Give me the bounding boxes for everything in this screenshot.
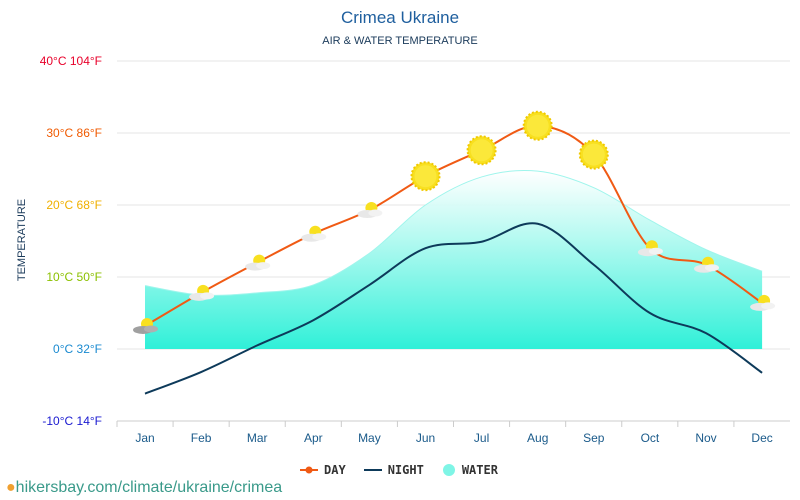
x-tick-label: Jul [474, 431, 489, 445]
x-tick-label: Feb [191, 431, 212, 445]
cloud [200, 292, 215, 300]
legend-water[interactable]: WATER [442, 463, 498, 477]
sun-icon [410, 161, 441, 192]
x-tick-label: Apr [304, 431, 323, 445]
source-link[interactable]: ●hikersbay.com/climate/ukraine/crimea [6, 479, 283, 496]
x-tick-label: Jan [135, 431, 154, 445]
cloud [761, 302, 776, 310]
chart-subtitle: AIR & WATER TEMPERATURE [322, 35, 478, 47]
cloud-sun-icon [750, 294, 776, 311]
x-tick-label: Nov [695, 431, 716, 445]
cloud [705, 264, 719, 272]
y-axis-label: TEMPERATURE [16, 199, 28, 281]
cloud-sun-icon [637, 240, 663, 257]
water-area [145, 170, 763, 349]
sun-core [582, 143, 605, 166]
water-line [144, 170, 763, 296]
y-tick-label: 40°C 104°F [40, 54, 102, 68]
y-tick-label: 30°C 86°F [46, 126, 102, 140]
cloud [368, 209, 383, 217]
sun-icon [522, 110, 553, 141]
sun-core [414, 165, 437, 188]
sun-core [470, 139, 493, 162]
x-tick-label: May [358, 431, 381, 445]
sun-icon [466, 135, 497, 166]
legend-night[interactable]: NIGHT [363, 463, 424, 477]
cloud-sun-icon [245, 254, 271, 271]
x-tick-label: Dec [751, 431, 772, 445]
cloud [144, 325, 158, 333]
cloud-sun-icon [133, 317, 158, 334]
y-tick-label: 10°C 50°F [46, 270, 102, 284]
chart-title: Crimea Ukraine [340, 8, 460, 27]
night-line [144, 222, 763, 395]
cloud-sun-icon [694, 256, 719, 273]
legend: DAY NIGHT WATER [300, 463, 498, 477]
cloud [312, 233, 327, 241]
x-tick-label: Sep [583, 431, 605, 445]
x-tick-label: Jun [416, 431, 435, 445]
cloud-sun-icon [301, 225, 327, 242]
legend-day[interactable]: DAY [300, 463, 346, 477]
x-tick-label: Aug [527, 431, 548, 445]
y-tick-label: 20°C 68°F [46, 198, 102, 212]
cloud [256, 262, 271, 270]
cloud [648, 247, 663, 255]
location-pin-icon: ● [6, 479, 16, 496]
y-tick-label: -10°C 14°F [42, 414, 102, 428]
sun-core [526, 114, 549, 137]
x-tick-label: Oct [641, 431, 660, 445]
y-tick-label: 0°C 32°F [53, 342, 102, 356]
x-tick-label: Mar [247, 431, 268, 445]
cloud-sun-icon [357, 202, 383, 219]
cloud-sun-icon [189, 284, 215, 301]
sun-icon [578, 139, 609, 170]
